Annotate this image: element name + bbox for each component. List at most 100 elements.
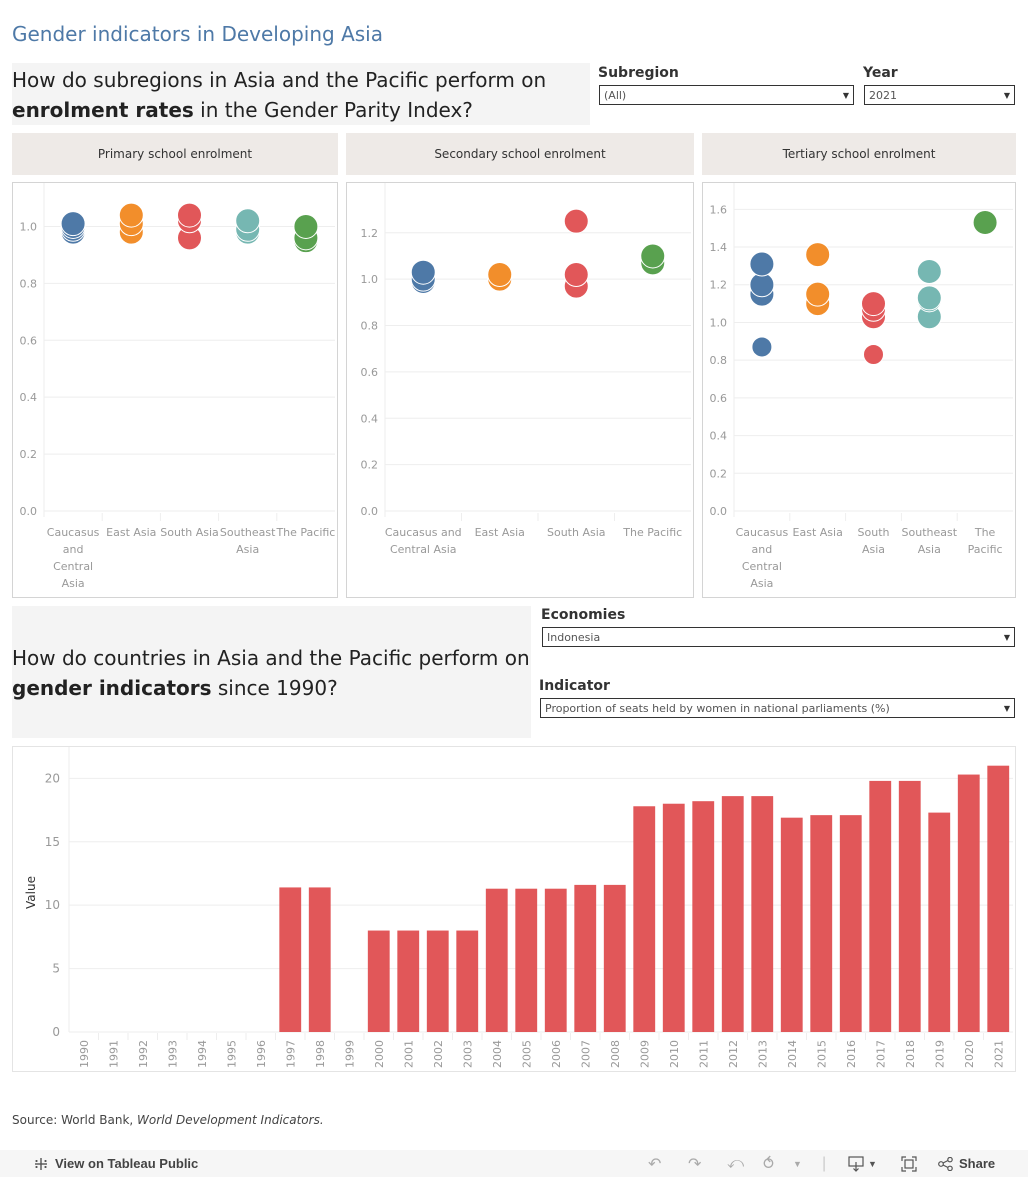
- bar: [751, 796, 774, 1032]
- scatter-point: [177, 202, 202, 228]
- bar: [957, 774, 980, 1032]
- x-tick-label: Asia: [62, 577, 85, 590]
- share-label: Share: [959, 1156, 996, 1171]
- y-tick-label: 0.0: [20, 505, 38, 518]
- bar: [397, 930, 420, 1032]
- x-tick-label: 2004: [491, 1040, 504, 1068]
- scatter-point: [972, 210, 998, 236]
- question-bold: enrolment rates: [12, 98, 194, 122]
- indicator-filter-select[interactable]: Proportion of seats held by women in nat…: [540, 698, 1015, 718]
- x-tick-label: 1999: [343, 1040, 356, 1068]
- view-on-tableau-link[interactable]: View on Tableau Public: [33, 1156, 198, 1172]
- refresh-icon[interactable]: ⥀: [763, 1155, 774, 1173]
- chevron-down-icon: ▼: [842, 90, 849, 100]
- scatter-point: [563, 262, 589, 288]
- x-tick-label: 2018: [904, 1040, 917, 1068]
- y-tick-label: 0.2: [710, 467, 728, 480]
- y-tick-label: 0.4: [361, 412, 379, 425]
- y-tick-label: 0.2: [361, 459, 379, 472]
- x-tick-label: 1992: [137, 1040, 150, 1068]
- question-text: How do countries in Asia and the Pacific…: [12, 646, 530, 670]
- secondary-enrolment-header: Secondary school enrolment: [346, 133, 694, 175]
- y-tick-label: 15: [45, 835, 60, 849]
- x-tick-label: 2009: [638, 1040, 651, 1068]
- x-tick-label: South: [858, 526, 890, 539]
- bar: [869, 780, 892, 1032]
- share-button[interactable]: Share: [938, 1156, 995, 1171]
- x-tick-label: 2014: [786, 1040, 799, 1068]
- subregion-filter-select[interactable]: (All) ▼: [599, 85, 854, 105]
- x-tick-label: and: [752, 543, 773, 556]
- redo-icon[interactable]: ↷: [688, 1155, 702, 1173]
- bar: [308, 887, 331, 1032]
- x-tick-label: Central: [742, 560, 782, 573]
- x-tick-label: 1994: [196, 1040, 209, 1068]
- primary-enrolment-chart: 0.0 0.2 0.4 0.6 0.8 1.0 Caucasus and Central Asia…: [12, 182, 338, 598]
- question-text-end: since 1990?: [211, 676, 338, 700]
- scatter-point: [863, 344, 884, 365]
- x-tick-label: The Pacific: [275, 526, 335, 539]
- x-tick-label: 2015: [815, 1040, 828, 1068]
- scatter-point: [487, 262, 513, 288]
- source-prefix: Source: World Bank,: [12, 1113, 138, 1127]
- economies-filter-select[interactable]: Indonesia ▼: [542, 627, 1015, 647]
- x-tick-label: Asia: [918, 543, 941, 556]
- x-tick-label: South Asia: [547, 526, 606, 539]
- scatter-point: [861, 291, 886, 317]
- scatter-point: [410, 259, 436, 285]
- x-tick-label: Asia: [236, 543, 259, 556]
- x-tick-label: Asia: [750, 577, 773, 590]
- y-tick-label: 0.2: [20, 448, 38, 461]
- x-tick-label: 2019: [933, 1040, 946, 1068]
- x-tick-label: East Asia: [475, 526, 525, 539]
- revert-icon[interactable]: ⤺: [727, 1154, 745, 1172]
- scatter-point: [118, 202, 144, 228]
- bar: [603, 884, 626, 1032]
- y-tick-label: 1.0: [20, 220, 38, 233]
- chevron-down-icon: ▼: [1003, 90, 1010, 100]
- refresh-dropdown-icon[interactable]: ▼: [793, 1158, 802, 1169]
- x-tick-label: 2001: [402, 1040, 415, 1068]
- y-tick-label: 5: [52, 962, 60, 976]
- y-tick-label: 0.4: [710, 430, 728, 443]
- toolbar-divider: |: [822, 1154, 827, 1172]
- x-tick-label: The Pacific: [622, 526, 682, 539]
- year-filter-select[interactable]: 2021 ▼: [864, 85, 1015, 105]
- bar: [456, 930, 479, 1032]
- bar: [426, 930, 449, 1032]
- fullscreen-icon[interactable]: [901, 1155, 917, 1172]
- source-note: Source: World Bank, World Development In…: [12, 1113, 324, 1127]
- chevron-down-icon: ▼: [1003, 703, 1010, 713]
- bar: [780, 817, 803, 1032]
- economies-filter-label: Economies: [541, 607, 626, 623]
- section2-question: How do countries in Asia and the Pacific…: [12, 606, 531, 738]
- y-tick-label: 0.6: [20, 334, 38, 347]
- tertiary-enrolment-chart: 0.0 0.2 0.4 0.6 0.8 1.0 1.2 1.4 1.6 Caucasus and Ce…: [702, 182, 1016, 598]
- primary-enrolment-header: Primary school enrolment: [12, 133, 338, 175]
- download-icon[interactable]: ▼: [848, 1155, 877, 1172]
- dashboard-title: Gender indicators in Developing Asia: [12, 22, 383, 46]
- tertiary-enrolment-plot: 0.0 0.2 0.4 0.6 0.8 1.0 1.2 1.4 1.6 Caucasus and Ce…: [710, 183, 1013, 590]
- scatter-point: [916, 259, 942, 285]
- bar: [485, 888, 508, 1032]
- x-tick-label: Southeast: [902, 526, 958, 539]
- share-icon: [938, 1156, 953, 1171]
- y-tick-label: 0.8: [361, 320, 379, 333]
- bar: [721, 796, 744, 1032]
- scatter-point: [751, 336, 773, 358]
- x-tick-label: 1990: [78, 1040, 91, 1068]
- x-tick-label: 2005: [520, 1040, 533, 1068]
- y-tick-label: 20: [45, 771, 60, 785]
- y-tick-label: 1.4: [710, 241, 728, 254]
- y-tick-label: 1.2: [361, 227, 379, 240]
- scatter-point: [805, 281, 831, 307]
- undo-icon[interactable]: ↶: [648, 1155, 662, 1173]
- x-tick-label: 1997: [284, 1040, 297, 1068]
- secondary-enrolment-plot: 0.0 0.2 0.4 0.6 0.8 1.0 1.2 Caucasus and Central…: [361, 183, 691, 556]
- bar: [574, 884, 597, 1032]
- y-tick-label: 0.6: [361, 366, 379, 379]
- x-tick-label: South Asia: [160, 526, 219, 539]
- bar: [633, 806, 656, 1032]
- tableau-toolbar: View on Tableau Public ↶ ↷ ⤺ ⥀ ▼ | ▼ Sha…: [0, 1150, 1028, 1177]
- x-tick-label: Caucasus: [736, 526, 789, 539]
